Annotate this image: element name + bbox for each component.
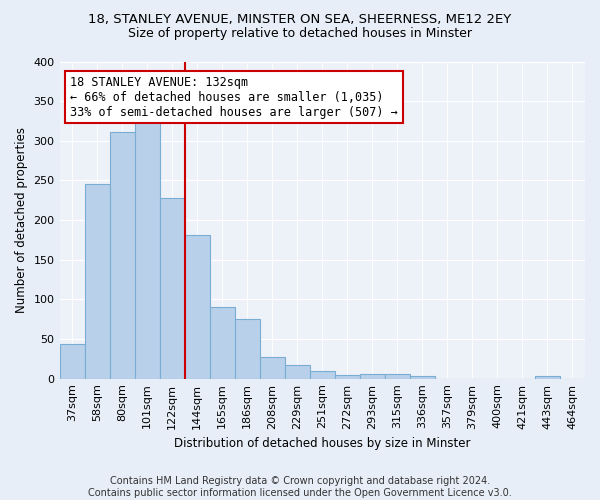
X-axis label: Distribution of detached houses by size in Minster: Distribution of detached houses by size … — [174, 437, 470, 450]
Bar — [385, 374, 410, 378]
Bar — [535, 376, 560, 378]
Bar — [85, 184, 110, 378]
Y-axis label: Number of detached properties: Number of detached properties — [15, 127, 28, 313]
Bar — [59, 344, 85, 378]
Bar — [410, 376, 435, 378]
Bar — [160, 198, 185, 378]
Bar — [335, 374, 360, 378]
Bar — [209, 306, 235, 378]
Bar — [310, 371, 335, 378]
Bar — [260, 358, 285, 378]
Bar — [360, 374, 385, 378]
Bar — [134, 113, 160, 378]
Bar — [110, 132, 134, 378]
Bar — [285, 365, 310, 378]
Bar — [185, 235, 209, 378]
Bar — [235, 319, 260, 378]
Text: Contains HM Land Registry data © Crown copyright and database right 2024.
Contai: Contains HM Land Registry data © Crown c… — [88, 476, 512, 498]
Text: 18 STANLEY AVENUE: 132sqm
← 66% of detached houses are smaller (1,035)
33% of se: 18 STANLEY AVENUE: 132sqm ← 66% of detac… — [70, 76, 398, 119]
Text: Size of property relative to detached houses in Minster: Size of property relative to detached ho… — [128, 28, 472, 40]
Text: 18, STANLEY AVENUE, MINSTER ON SEA, SHEERNESS, ME12 2EY: 18, STANLEY AVENUE, MINSTER ON SEA, SHEE… — [88, 12, 512, 26]
